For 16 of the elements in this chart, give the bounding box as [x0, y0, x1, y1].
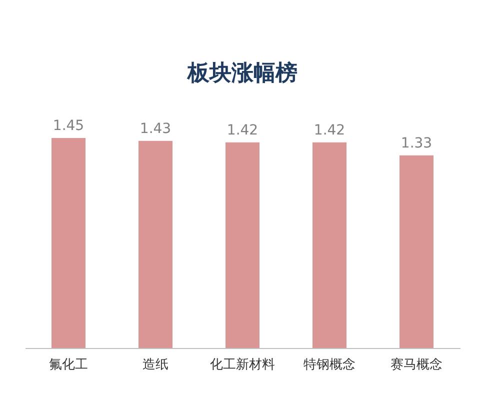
bar	[52, 138, 86, 348]
chart-title: 板块涨幅榜	[186, 61, 298, 86]
data-label: 1.42	[226, 122, 258, 138]
data-label: 1.33	[400, 135, 432, 152]
x-tick-label: 造纸	[142, 358, 168, 372]
data-label: 1.45	[52, 118, 84, 134]
bar	[400, 155, 434, 348]
x-tick-label: 氟化工	[49, 358, 88, 372]
x-tick-label: 特钢概念	[304, 358, 356, 372]
x-tick-label: 赛马概念	[390, 356, 442, 372]
data-label: 1.42	[314, 122, 346, 138]
bar	[312, 142, 346, 348]
x-tick-label: 化工新材料	[210, 358, 275, 372]
data-label: 1.43	[140, 120, 172, 137]
bar	[226, 142, 260, 348]
bar	[138, 140, 172, 348]
